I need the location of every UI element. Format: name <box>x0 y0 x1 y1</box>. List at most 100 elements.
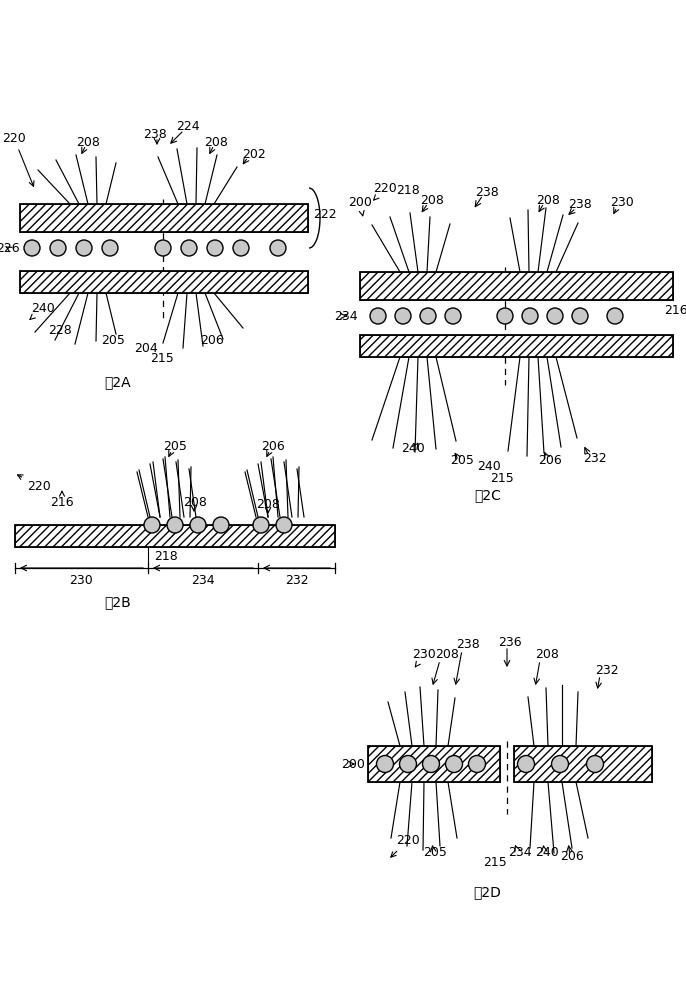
Bar <box>368 746 500 782</box>
Text: 202: 202 <box>242 147 266 160</box>
Circle shape <box>167 517 183 533</box>
Text: 215: 215 <box>150 353 174 365</box>
Circle shape <box>181 240 197 256</box>
Text: 216: 216 <box>50 491 74 508</box>
Text: 205: 205 <box>450 454 474 466</box>
Text: 218: 218 <box>154 550 178 564</box>
Text: 234: 234 <box>508 846 532 858</box>
Text: 220: 220 <box>18 475 51 492</box>
Circle shape <box>423 756 440 772</box>
Text: 236: 236 <box>498 636 522 648</box>
Text: 240: 240 <box>477 460 501 474</box>
Text: 图2A: 图2A <box>105 375 131 389</box>
Text: 238: 238 <box>456 639 480 652</box>
Bar <box>20 204 308 232</box>
Circle shape <box>370 308 386 324</box>
Text: 238: 238 <box>568 198 592 212</box>
Text: 图2B: 图2B <box>105 595 132 609</box>
Circle shape <box>497 308 513 324</box>
Text: 234: 234 <box>191 574 215 587</box>
Text: 205: 205 <box>163 440 187 454</box>
Text: 240: 240 <box>401 442 425 454</box>
Bar <box>20 271 308 293</box>
Text: 208: 208 <box>536 194 560 207</box>
Bar <box>514 746 652 782</box>
Text: 228: 228 <box>48 324 72 336</box>
Text: 200: 200 <box>341 758 365 770</box>
Bar <box>20 204 308 232</box>
Text: 图2C: 图2C <box>475 488 501 502</box>
Circle shape <box>517 756 534 772</box>
Text: 206: 206 <box>560 850 584 863</box>
Text: 206: 206 <box>200 334 224 347</box>
Circle shape <box>547 308 563 324</box>
Text: 206: 206 <box>261 440 285 454</box>
Bar <box>15 525 335 547</box>
Circle shape <box>213 517 229 533</box>
Circle shape <box>253 517 269 533</box>
Text: 232: 232 <box>583 452 607 464</box>
Circle shape <box>24 240 40 256</box>
Text: 220: 220 <box>2 131 34 186</box>
Text: 208: 208 <box>435 648 459 662</box>
Text: 220: 220 <box>373 182 397 200</box>
Text: 208: 208 <box>204 135 228 148</box>
Text: 230: 230 <box>610 196 634 210</box>
Circle shape <box>522 308 538 324</box>
Bar <box>15 525 335 547</box>
Bar <box>360 272 673 300</box>
Text: 218: 218 <box>396 184 420 196</box>
Circle shape <box>144 517 160 533</box>
Bar <box>368 746 500 782</box>
Text: 226: 226 <box>0 241 20 254</box>
Circle shape <box>155 240 171 256</box>
Text: 240: 240 <box>30 302 55 319</box>
Circle shape <box>190 517 206 533</box>
Text: 238: 238 <box>143 127 167 140</box>
Text: 200: 200 <box>348 196 372 216</box>
Text: 240: 240 <box>535 846 559 858</box>
Circle shape <box>445 756 462 772</box>
Text: 238: 238 <box>475 186 499 198</box>
Circle shape <box>445 308 461 324</box>
Text: 230: 230 <box>412 648 436 667</box>
Circle shape <box>399 756 416 772</box>
Circle shape <box>377 756 394 772</box>
Text: 208: 208 <box>420 194 444 207</box>
Text: 215: 215 <box>490 472 514 485</box>
Text: 206: 206 <box>538 454 562 466</box>
Circle shape <box>607 308 623 324</box>
Circle shape <box>270 240 286 256</box>
Bar <box>514 746 652 782</box>
Text: 205: 205 <box>423 846 447 858</box>
Text: 215: 215 <box>483 856 507 868</box>
Text: 208: 208 <box>256 498 280 512</box>
Circle shape <box>276 517 292 533</box>
Text: 234: 234 <box>334 310 358 322</box>
Circle shape <box>572 308 588 324</box>
Text: 216: 216 <box>664 304 686 316</box>
Circle shape <box>469 756 486 772</box>
Circle shape <box>395 308 411 324</box>
Circle shape <box>102 240 118 256</box>
Circle shape <box>552 756 569 772</box>
Text: 208: 208 <box>535 648 559 662</box>
Text: 222: 222 <box>314 209 337 222</box>
Text: 232: 232 <box>595 664 619 676</box>
Bar <box>360 272 673 300</box>
Bar <box>360 335 673 357</box>
Bar <box>20 271 308 293</box>
Circle shape <box>76 240 92 256</box>
Text: 208: 208 <box>76 135 100 148</box>
Circle shape <box>233 240 249 256</box>
Text: 204: 204 <box>134 342 158 355</box>
Text: 205: 205 <box>101 334 125 347</box>
Text: 224: 224 <box>176 120 200 133</box>
Text: 220: 220 <box>391 834 420 857</box>
Text: 208: 208 <box>183 496 207 510</box>
Circle shape <box>207 240 223 256</box>
Text: 230: 230 <box>69 574 93 587</box>
Text: 图2D: 图2D <box>473 885 501 899</box>
Circle shape <box>420 308 436 324</box>
Circle shape <box>587 756 604 772</box>
